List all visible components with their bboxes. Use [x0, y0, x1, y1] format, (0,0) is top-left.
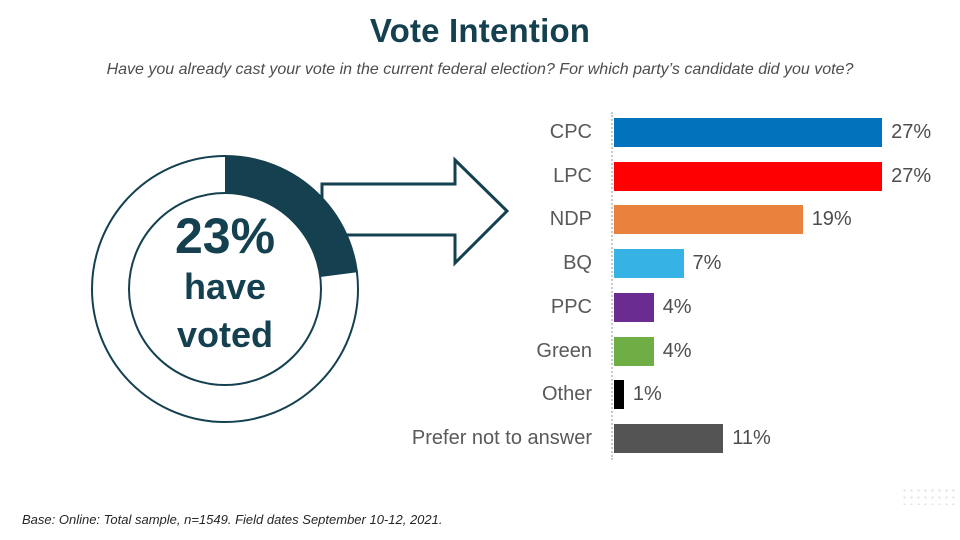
bar-category-label: NDP: [549, 208, 592, 231]
bar-category-label: CPC: [549, 121, 592, 143]
bar-lpc: [614, 161, 883, 191]
bar-cpc: [614, 118, 883, 147]
bar-value-label: 27%: [891, 121, 932, 143]
watermark-dots: [901, 487, 957, 505]
donut-center-line3: voted: [176, 314, 273, 355]
bar-value-label: 4%: [662, 295, 692, 318]
bar-category-label: PPC: [550, 295, 592, 318]
bar-value-label: 11%: [732, 426, 771, 449]
bar-ndp: [614, 205, 803, 235]
bar-value-label: 7%: [692, 252, 722, 275]
bar-category-label: BQ: [563, 252, 592, 275]
bar-category-label: Prefer not to answer: [411, 426, 592, 449]
survey-question: Have you already cast your vote in the c…: [106, 61, 854, 78]
donut-center-label: 23% have voted: [105, 209, 345, 359]
donut-percent-text: 23%: [174, 208, 276, 264]
base-note: Base: Online: Total sample, n=1549. Fiel…: [22, 512, 443, 527]
page-title: Vote Intention: [369, 12, 591, 49]
bar-prefer-not-to-answer: [614, 423, 724, 453]
bar-value-label: 1%: [632, 383, 662, 406]
bar-value-label: 27%: [891, 164, 932, 187]
bar-other: [614, 380, 624, 410]
donut-voted-segment: [225, 156, 357, 277]
bar-category-label: LPC: [553, 164, 592, 187]
bar-bq: [614, 249, 684, 279]
donut-center-line2: have: [183, 266, 267, 307]
bar-green: [614, 336, 654, 366]
bar-category-label: Other: [541, 383, 592, 406]
bar-category-label: Green: [536, 339, 592, 362]
bar-value-label: 4%: [662, 339, 692, 362]
bar-value-label: 19%: [811, 208, 852, 231]
bar-ppc: [614, 292, 654, 322]
bar-chart-axis: [611, 112, 613, 460]
